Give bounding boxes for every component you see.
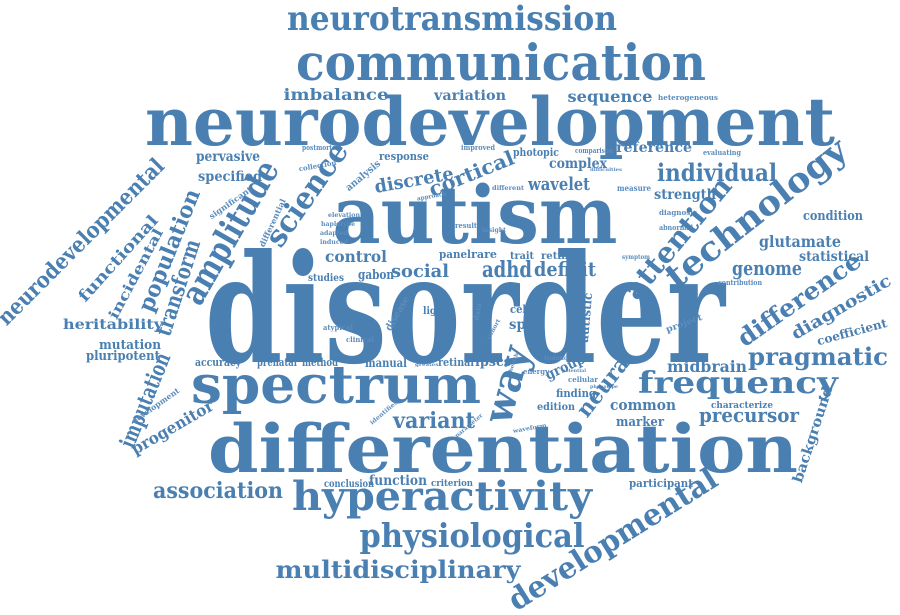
word-social: social: [391, 261, 449, 282]
word-photopic: photopic: [513, 146, 559, 159]
word-ipscs: ipscs: [475, 355, 511, 370]
word-data: data: [472, 301, 484, 321]
word-individual: individual: [657, 158, 777, 187]
word-accuracy: accuracy: [195, 356, 242, 369]
word-postmortem: postmortem: [302, 143, 342, 152]
word-autism: autism: [333, 168, 618, 262]
word-abnormal: abnormal: [659, 223, 693, 232]
word-strength: strength: [654, 187, 716, 203]
word-spcd: spcd: [509, 317, 543, 333]
word-physiological: physiological: [360, 516, 585, 555]
word-deficit: deficit: [534, 257, 597, 281]
word-response: response: [379, 150, 429, 163]
word-pluripotent: pluripotent: [86, 349, 160, 364]
word-prenatal: prenatal: [257, 356, 297, 369]
word-pervasive: pervasive: [196, 149, 260, 165]
word-adapted: adapted: [320, 230, 349, 237]
word-midbrain: midbrain: [667, 357, 747, 376]
word-neurodevelopment: neurodevelopment: [145, 83, 836, 161]
word-edition: edition: [537, 402, 576, 413]
word-differentiation: differentiation: [208, 410, 798, 488]
word-greatest: greatest: [415, 362, 442, 368]
word-cellular: cellular: [568, 375, 598, 384]
word-diagnosis: diagnosis: [659, 208, 697, 217]
word-heritability: heritability: [63, 317, 164, 333]
word-condition: condition: [803, 209, 863, 224]
word-potential: potential: [562, 368, 586, 374]
word-haplotype: haplotype: [321, 221, 355, 228]
word-disorder: disorder: [205, 222, 726, 398]
word-result: result: [455, 221, 478, 230]
word-common: common: [610, 396, 676, 414]
word-association: association: [153, 478, 283, 504]
word-troland: troland: [544, 355, 569, 362]
word-method: method: [302, 356, 338, 369]
word-different: different: [492, 185, 524, 192]
word-genome: genome: [732, 256, 802, 280]
word-communication: communication: [296, 33, 706, 92]
word-statistical: statistical: [799, 249, 869, 265]
word-marker: marker: [616, 415, 664, 430]
word-manual: manual: [365, 356, 407, 370]
word-pragmatic: pragmatic: [748, 342, 888, 371]
word-gabon: gabon: [358, 268, 394, 283]
word-frequency: frequency: [638, 366, 840, 401]
word-neurotransmission: neurotransmission: [287, 0, 617, 39]
word-wavelet: wavelet: [527, 174, 590, 195]
word-rare: rare: [471, 248, 497, 261]
word-reference: reference: [616, 140, 692, 156]
word-insight: insight: [482, 227, 506, 234]
word-characterize: characterize: [711, 401, 773, 411]
word-symptom: symptom: [622, 254, 651, 261]
word-contribution: contribution: [718, 278, 762, 287]
word-retinal: retinal: [438, 356, 474, 369]
word-multidisciplinary: multidisciplinary: [276, 555, 522, 584]
word-energy: energy: [523, 367, 550, 376]
word-comparison: comparison: [575, 146, 613, 155]
word-improved: improved: [461, 143, 495, 152]
word-hyperactivity: hyperactivity: [292, 473, 594, 520]
word-adhd: adhd: [482, 257, 532, 283]
word-heterogeneous: heterogeneous: [658, 93, 718, 102]
word-sequence: sequence: [568, 87, 653, 106]
word-light: light: [423, 306, 447, 317]
word-panel: panel: [439, 248, 471, 261]
word-cell: cell: [510, 303, 530, 316]
word-induced: induced: [320, 239, 349, 246]
word-precursor: precursor: [699, 403, 799, 427]
word-control: control: [325, 247, 387, 266]
word-clinical: clinical: [346, 335, 374, 344]
word-criterion: criterion: [431, 479, 473, 489]
word-atypical: atypical: [323, 323, 353, 332]
word-elevation: elevation: [328, 212, 361, 219]
word-participant: participant: [629, 477, 694, 490]
word-function: function: [369, 473, 427, 489]
word-evaluating: evaluating: [703, 148, 741, 157]
word-spectrum: spectrum: [191, 355, 481, 416]
word-mutation: mutation: [99, 338, 162, 353]
word-complex: complex: [549, 156, 608, 172]
word-difficulties: difficulties: [590, 167, 622, 173]
word-glutamate: glutamate: [759, 232, 841, 251]
word-imbalance: imbalance: [284, 85, 389, 104]
word-trait: trait: [510, 251, 534, 262]
word-phenotype: phenotype: [590, 384, 618, 390]
word-variation: variation: [433, 88, 506, 104]
word-conclusion: conclusion: [324, 479, 375, 490]
word-studies: studies: [308, 273, 344, 284]
word-finding: finding: [556, 387, 596, 400]
word-retina: retina: [541, 251, 576, 262]
word-variant: variant: [392, 408, 476, 434]
word-autistic: autistic: [577, 292, 595, 343]
word-measure: measure: [617, 183, 651, 193]
word-specified: specified: [198, 169, 262, 185]
